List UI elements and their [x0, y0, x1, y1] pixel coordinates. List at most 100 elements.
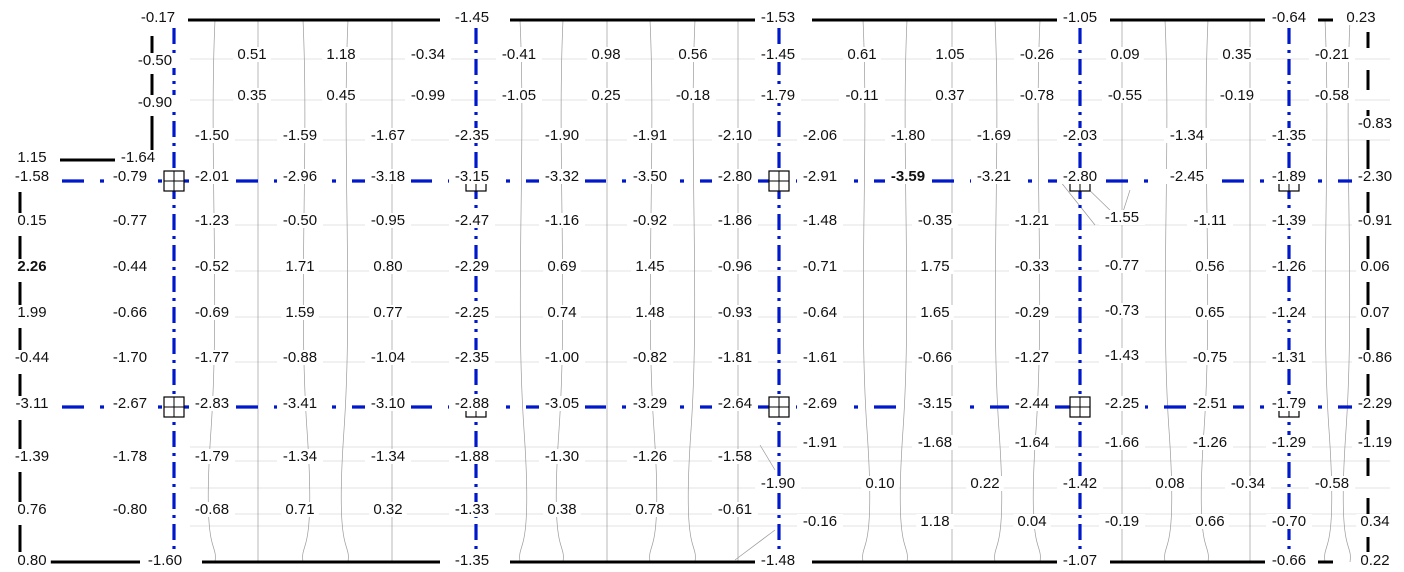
value-label: -1.34: [365, 448, 411, 465]
value-label: -1.39: [1266, 212, 1312, 229]
value-label-text: -0.73: [1105, 302, 1139, 319]
value-label-text: 0.37: [935, 87, 964, 104]
value-label-text: -1.16: [545, 212, 579, 229]
value-label: -1.80: [885, 127, 931, 144]
value-label-text: 0.76: [17, 501, 46, 518]
value-label-bg: [755, 47, 801, 62]
contour-line: [649, 19, 658, 563]
value-label-bg: [1164, 128, 1210, 143]
value-label-text: 0.51: [237, 46, 266, 63]
value-label-bg: [365, 169, 411, 184]
value-label-bg: [1009, 435, 1055, 450]
value-label-bg: [712, 350, 758, 365]
value-label: -1.34: [277, 448, 323, 465]
value-label: -2.30: [1352, 168, 1398, 185]
value-label-text: 1.18: [920, 513, 949, 530]
value-label: -2.01: [189, 168, 235, 185]
value-label-text: -1.58: [718, 448, 752, 465]
value-label-text: -1.90: [545, 127, 579, 144]
value-label-bg: [9, 350, 55, 365]
value-label-text: -1.86: [718, 212, 752, 229]
value-label: -3.21: [971, 168, 1017, 185]
value-label-bg: [885, 128, 931, 143]
value-label: -1.90: [755, 475, 801, 492]
value-label-text: -1.29: [1272, 434, 1306, 451]
value-label-bg: [674, 47, 712, 62]
value-label-bg: [1009, 259, 1055, 274]
value-label: -1.88: [449, 448, 495, 465]
value-label-text: 0.06: [1360, 258, 1389, 275]
value-label-bg: [277, 449, 323, 464]
value-label-bg: [322, 88, 360, 103]
value-label: 0.51: [233, 46, 271, 63]
value-label: -1.79: [189, 448, 235, 465]
value-label: 0.10: [861, 475, 899, 492]
value-label: -2.35: [449, 349, 495, 366]
value-label-bg: [369, 502, 407, 517]
contour-line: [687, 19, 696, 563]
value-label-text: -1.69: [977, 127, 1011, 144]
value-label-text: -1.27: [1015, 349, 1049, 366]
value-label-text: 0.34: [1360, 513, 1389, 530]
value-label-bg: [281, 502, 319, 517]
value-label-text: 1.18: [326, 46, 355, 63]
value-label-text: -1.80: [891, 127, 925, 144]
value-label-bg: [755, 476, 801, 491]
value-label-bg: [1099, 258, 1145, 273]
value-label-text: 0.45: [326, 87, 355, 104]
value-label-text: 1.15: [17, 149, 46, 166]
value-label-bg: [587, 88, 625, 103]
value-label: -2.91: [797, 168, 843, 185]
value-label: 0.25: [587, 87, 625, 104]
value-label: -2.96: [277, 168, 323, 185]
value-label-text: -0.26: [1020, 46, 1054, 63]
value-label-text: -1.88: [455, 448, 489, 465]
value-label-text: -1.77: [195, 349, 229, 366]
value-label-text: -0.69: [195, 304, 229, 321]
value-label-text: -2.67: [113, 395, 147, 412]
value-label-text: -1.58: [15, 168, 49, 185]
value-label: 1.65: [916, 304, 954, 321]
value-label-bg: [670, 88, 716, 103]
value-label-text: 0.22: [1360, 552, 1389, 569]
value-label: 0.38: [543, 501, 581, 518]
value-label: -2.80: [712, 168, 758, 185]
value-label: -0.79: [107, 168, 153, 185]
value-label-bg: [277, 213, 323, 228]
value-label: -1.58: [712, 448, 758, 465]
value-label-text: -0.19: [1220, 87, 1254, 104]
value-label: 1.71: [281, 258, 319, 275]
value-label-bg: [1352, 169, 1398, 184]
value-label: -2.03: [1057, 127, 1103, 144]
value-label-bg: [797, 514, 843, 529]
value-label-bg: [712, 502, 758, 517]
value-label-bg: [449, 10, 495, 25]
value-label: -2.25: [449, 304, 495, 321]
value-label-text: -0.66: [113, 304, 147, 321]
value-label: -0.50: [277, 212, 323, 229]
value-label: -0.44: [9, 349, 55, 366]
value-label: 0.71: [281, 501, 319, 518]
value-label-bg: [1356, 553, 1394, 568]
value-label: -3.59: [885, 168, 931, 185]
value-label-bg: [277, 396, 323, 411]
value-label: -0.55: [1102, 87, 1148, 104]
value-label-text: 0.25: [591, 87, 620, 104]
value-label-text: -3.59: [891, 168, 925, 185]
value-label-text: -1.35: [1272, 127, 1306, 144]
value-label: 1.45: [631, 258, 669, 275]
value-label: -1.04: [365, 349, 411, 366]
value-label: -1.42: [1057, 475, 1103, 492]
value-label-bg: [449, 449, 495, 464]
value-label: -0.96: [712, 258, 758, 275]
value-label-bg: [405, 47, 451, 62]
value-label-bg: [797, 350, 843, 365]
value-label: -1.61: [797, 349, 843, 366]
value-label-text: -3.21: [977, 168, 1011, 185]
value-label-bg: [9, 396, 55, 411]
value-label: -1.24: [1266, 304, 1312, 321]
value-label-text: -1.33: [455, 501, 489, 518]
value-label: 0.98: [587, 46, 625, 63]
value-label: -0.18: [670, 87, 716, 104]
value-label: 0.77: [369, 304, 407, 321]
